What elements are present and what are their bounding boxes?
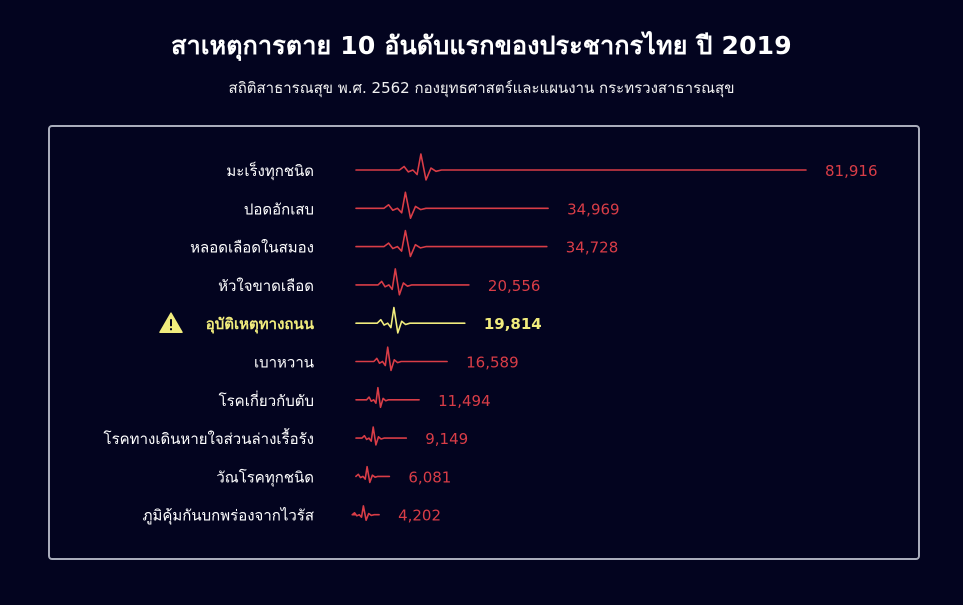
bar-4: [355, 306, 466, 334]
category-label: มะเร็งทุกชนิด: [226, 161, 314, 181]
category-label: หลอดเลือดในสมอง: [190, 239, 314, 257]
value-label: 4,202: [398, 507, 441, 525]
category-label: ภูมิคุ้มกันบกพร่องจากไวรัส: [143, 507, 314, 526]
bar-3: [355, 268, 470, 296]
category-label: โรคเกี่ยวกับตับ: [219, 390, 314, 410]
bar-1: [355, 191, 549, 219]
category-label: ปอดอักเสบ: [244, 200, 314, 218]
value-label: 16,589: [466, 354, 519, 372]
category-label: เบาหวาน: [254, 354, 314, 372]
bar-6: [355, 386, 420, 409]
chart-title: สาเหตุการตาย 10 อันดับแรกของประชากรไทย ป…: [171, 31, 792, 60]
chart-panel: [48, 125, 920, 560]
value-label: 34,728: [566, 239, 619, 257]
bar-0: [355, 153, 807, 181]
chart-subtitle: สถิติสาธารณสุข พ.ศ. 2562 กองยุทธศาสตร์แล…: [228, 79, 735, 97]
category-label: วัณโรคทุกชนิด: [216, 468, 314, 487]
bar-2: [355, 229, 548, 258]
warning-icon: [159, 312, 183, 333]
category-label: หัวใจขาดเลือด: [218, 277, 314, 295]
value-label: 20,556: [488, 277, 540, 295]
category-label: อุบัติเหตุทางถนน: [206, 315, 315, 334]
bar-5: [355, 346, 448, 372]
value-label: 9,149: [425, 430, 468, 448]
value-label: 81,916: [825, 162, 878, 180]
value-label: 19,814: [484, 315, 542, 333]
bar-8: [355, 465, 391, 484]
bar-9: [351, 505, 380, 521]
value-label: 6,081: [408, 468, 451, 486]
category-label: โรคทางเดินหายใจส่วนล่างเรื้อรัง: [104, 428, 314, 448]
bar-7: [355, 426, 408, 446]
value-label: 11,494: [438, 392, 491, 410]
value-label: 34,969: [567, 200, 620, 218]
